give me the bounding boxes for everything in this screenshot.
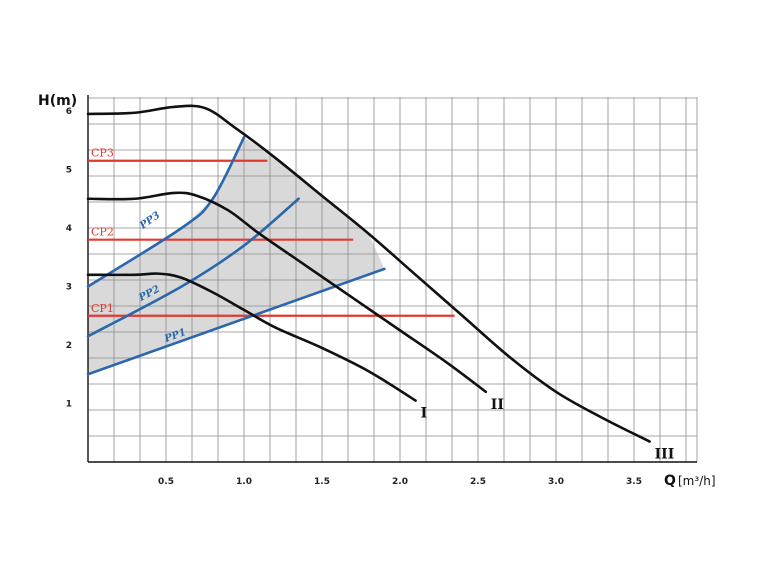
x-tick-label: 3.0 [548,477,564,487]
x-tick-label: 3.5 [626,477,642,487]
pump-curve-iii [86,104,651,443]
constant-pressure-lines [88,159,455,317]
y-tick-label: 5 [66,166,72,176]
x-axis-unit: [m³/h] [678,474,716,488]
y-tick-labels: 1 2 3 4 5 6 [66,107,72,410]
y-tick-label: 2 [66,341,72,351]
x-tick-label: 1.5 [314,477,330,487]
pump-speed-curves [86,104,651,443]
pump-curve-i [86,272,417,402]
y-tick-label: 3 [66,283,72,293]
cp-label-cp3: CP3 [91,147,114,160]
axes [87,95,697,463]
cp-label-cp2: CP2 [91,226,114,239]
x-tick-label: 2.0 [392,477,408,487]
y-tick-label: 6 [66,107,72,117]
x-axis-title: Q [664,473,676,489]
y-axis-title: H(m) [38,93,77,109]
y-tick-label: 1 [66,400,72,410]
x-tick-label: 2.5 [470,477,486,487]
speed-label-iii: III [655,447,675,463]
speed-label-i: I [421,406,428,422]
pp-line-pp2 [86,197,300,338]
pump-curve-ii [86,191,488,394]
x-tick-label: 0.5 [158,477,174,487]
x-tick-labels: 0.5 1.0 1.5 2.0 2.5 3.0 3.5 [158,477,642,487]
x-tick-label: 1.0 [236,477,252,487]
y-tick-label: 4 [66,224,72,234]
cp-label-cp1: CP1 [91,302,114,315]
pp-line-pp3 [86,136,246,288]
speed-label-ii: II [491,397,504,413]
